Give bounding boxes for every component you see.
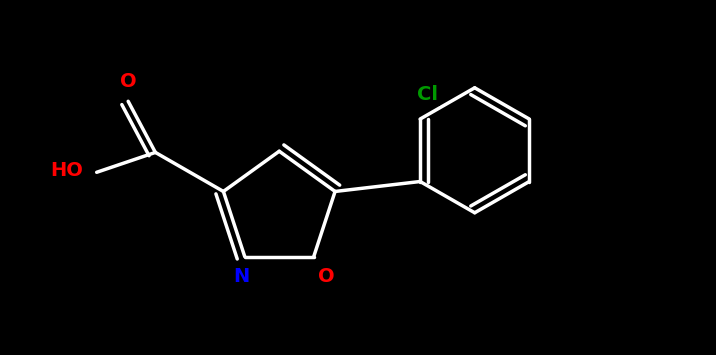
- Text: O: O: [120, 72, 137, 91]
- Text: N: N: [233, 267, 249, 286]
- Text: O: O: [319, 267, 335, 286]
- Text: Cl: Cl: [417, 85, 437, 104]
- Text: HO: HO: [50, 162, 83, 180]
